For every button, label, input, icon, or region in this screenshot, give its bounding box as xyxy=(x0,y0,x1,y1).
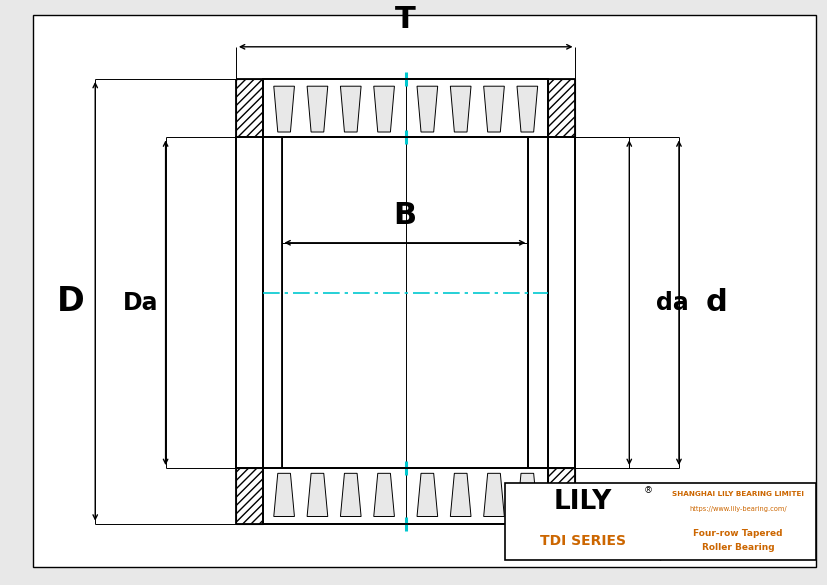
Polygon shape xyxy=(483,473,504,517)
Bar xyxy=(263,468,403,524)
Polygon shape xyxy=(274,86,294,132)
Bar xyxy=(263,468,547,524)
Bar xyxy=(547,137,575,468)
Polygon shape xyxy=(417,473,437,517)
Text: da: da xyxy=(655,291,688,315)
Bar xyxy=(263,79,403,137)
Text: Four-row Tapered: Four-row Tapered xyxy=(692,529,782,538)
Text: ®: ® xyxy=(643,486,652,495)
Bar xyxy=(236,137,263,468)
Polygon shape xyxy=(340,473,361,517)
Text: Da: Da xyxy=(123,291,158,315)
Polygon shape xyxy=(516,86,537,132)
Bar xyxy=(263,137,281,468)
Bar xyxy=(547,468,575,524)
Text: SHANGHAI LILY BEARING LIMITEI: SHANGHAI LILY BEARING LIMITEI xyxy=(672,491,803,497)
Text: d: d xyxy=(705,288,726,317)
Text: TDI SERIES: TDI SERIES xyxy=(539,534,625,548)
Text: D: D xyxy=(56,285,84,318)
Polygon shape xyxy=(373,86,394,132)
Polygon shape xyxy=(340,86,361,132)
Polygon shape xyxy=(417,86,437,132)
Polygon shape xyxy=(450,86,471,132)
Bar xyxy=(263,79,547,137)
Polygon shape xyxy=(307,473,327,517)
Text: B: B xyxy=(393,201,416,230)
Text: T: T xyxy=(394,5,416,34)
Polygon shape xyxy=(516,473,537,517)
Bar xyxy=(281,137,528,468)
Bar xyxy=(528,137,547,468)
Text: LILY: LILY xyxy=(552,489,611,515)
Bar xyxy=(547,79,575,137)
Bar xyxy=(408,468,547,524)
Polygon shape xyxy=(450,473,471,517)
Bar xyxy=(236,79,263,137)
Bar xyxy=(236,468,263,524)
Polygon shape xyxy=(373,473,394,517)
Bar xyxy=(504,483,815,560)
Text: Roller Bearing: Roller Bearing xyxy=(700,543,773,552)
Bar xyxy=(408,79,547,137)
Polygon shape xyxy=(307,86,327,132)
Polygon shape xyxy=(274,473,294,517)
Polygon shape xyxy=(483,86,504,132)
Text: https://www.lily-bearing.com/: https://www.lily-bearing.com/ xyxy=(688,506,786,512)
